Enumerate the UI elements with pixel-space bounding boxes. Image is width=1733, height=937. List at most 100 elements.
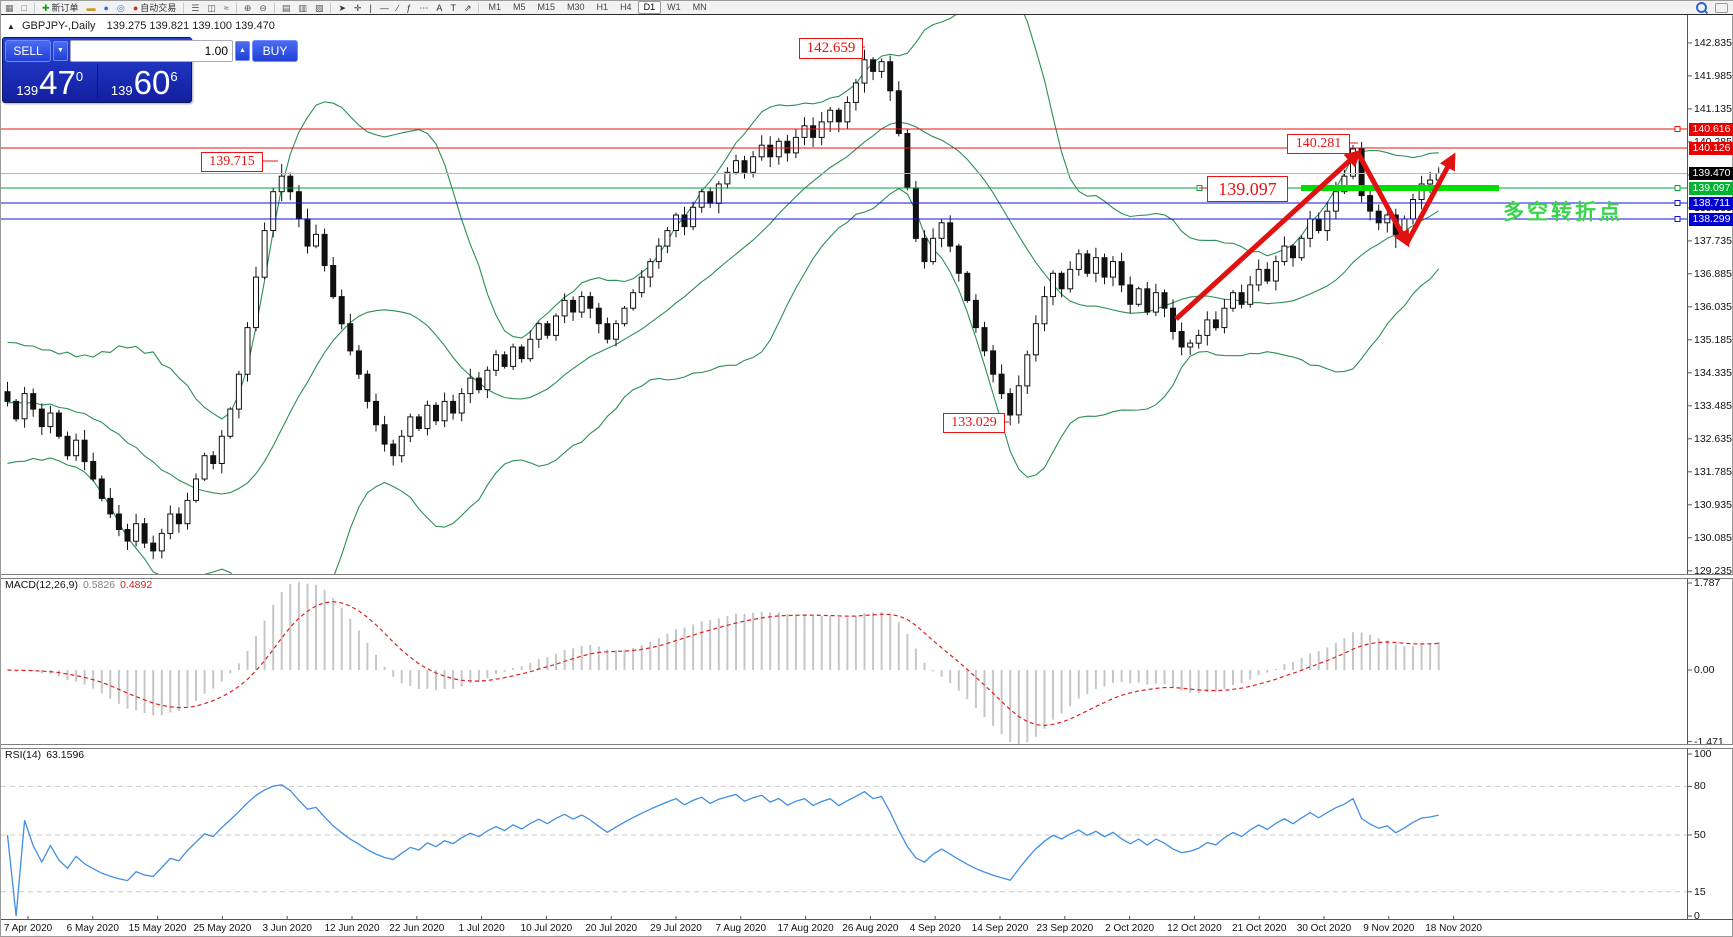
fibonacci-icon[interactable]: ƒ xyxy=(406,2,412,13)
autotrade-button[interactable]: ● 自动交易 xyxy=(132,2,177,13)
bid-point: 0 xyxy=(75,69,84,84)
price-badge-139.097: 139.097 xyxy=(1689,181,1733,195)
time-axis-line xyxy=(1,919,1733,920)
bid-big-figure: 139 xyxy=(16,83,39,98)
date-axis-label: 12 Oct 2020 xyxy=(1167,923,1222,934)
macd-name: MACD(12,26,9) xyxy=(5,579,78,591)
timeframe-MN-button[interactable]: MN xyxy=(692,2,707,12)
macd-main-value: 0.5826 xyxy=(82,579,116,591)
timeframe-M15-button[interactable]: M15 xyxy=(537,2,556,12)
rsi-value: 63.1596 xyxy=(46,749,85,761)
price-axis-label: 130.935 xyxy=(1694,498,1732,511)
fibo-channel-icon[interactable]: ⋯ xyxy=(419,2,429,13)
crosshair-icon[interactable]: ✛ xyxy=(354,2,362,13)
vline-icon[interactable]: | xyxy=(369,2,372,13)
candle-chart-icon[interactable]: ◫ xyxy=(207,2,216,13)
timeframe-M5-button[interactable]: M5 xyxy=(513,2,526,12)
line-handle-marker[interactable] xyxy=(1674,216,1681,222)
line-chart-icon[interactable]: ≈ xyxy=(223,2,229,13)
cursor-icon[interactable]: ➤ xyxy=(338,2,346,13)
price-annotation-139.715[interactable]: 139.715 xyxy=(201,152,263,172)
timeframe-D1-button[interactable]: D1 xyxy=(637,1,662,14)
line-handle-marker[interactable] xyxy=(1674,126,1681,132)
date-axis-label: 12 Jun 2020 xyxy=(324,923,380,934)
trendline-icon[interactable]: ∕ xyxy=(396,2,399,13)
volume-decrease-button[interactable]: ▼ xyxy=(53,41,68,61)
account-icon[interactable]: ● xyxy=(103,2,109,13)
tile-windows-icon[interactable]: ▥ xyxy=(298,2,307,13)
line-handle-marker[interactable] xyxy=(1674,200,1681,206)
top-toolbar: ▦ □ ✚ 新订单 ▬ ● ◎ ● 自动交易 ☰ ◫ ≈ ⊕ ⊖ ▤ ▥ ▧ ➤ ✛ | — ∕ ƒ ⋯ A T ⇗ M1 M5 M15 M… xyxy=(1,1,1733,15)
date-axis-label: 25 May 2020 xyxy=(193,923,252,934)
trend-arrow-segment[interactable] xyxy=(1404,152,1456,245)
macd-pane[interactable] xyxy=(7,581,1440,745)
bar-chart-icon[interactable]: ☰ xyxy=(191,2,200,13)
text-label-icon[interactable]: T xyxy=(450,2,456,13)
timeframe-W1-button[interactable]: W1 xyxy=(667,2,681,12)
zoom-in-icon[interactable]: ⊕ xyxy=(243,2,252,13)
support-highlight-bar[interactable] xyxy=(1301,185,1499,191)
hline-icon[interactable]: — xyxy=(379,2,389,13)
date-axis-label: 14 Sep 2020 xyxy=(971,923,1029,934)
bid-pips: 47 xyxy=(39,64,76,101)
price-axis-label: 132.635 xyxy=(1694,432,1732,445)
trend-arrow-segment[interactable] xyxy=(1355,151,1410,248)
main-macd-divider[interactable] xyxy=(1,574,1733,579)
date-axis-label: 7 Apr 2020 xyxy=(3,923,53,934)
search-icon[interactable] xyxy=(1696,2,1707,13)
text-icon[interactable]: A xyxy=(436,2,443,13)
zoom-out-icon[interactable]: ⊖ xyxy=(259,2,267,13)
collapse-triangle-icon[interactable]: ▲ xyxy=(7,22,15,31)
rsi-axis-label: 80 xyxy=(1694,780,1706,793)
price-annotation-142.659[interactable]: 142.659 xyxy=(799,38,863,59)
buy-button[interactable]: BUY xyxy=(252,40,298,62)
ask-pips: 60 xyxy=(133,64,171,101)
price-axis-label: 136.885 xyxy=(1694,267,1732,280)
price-annotation-140.281[interactable]: 140.281 xyxy=(1287,134,1350,154)
bollinger-lower-band xyxy=(7,187,1440,574)
price-axis-label: 131.785 xyxy=(1694,465,1732,478)
cn-turning-point-annotation[interactable]: 多空转折点 xyxy=(1503,201,1623,224)
chart-canvas[interactable] xyxy=(1,14,1733,919)
main-price-pane[interactable] xyxy=(1,14,1687,671)
line-handle-marker[interactable] xyxy=(1674,185,1681,191)
timeframe-M30-button[interactable]: M30 xyxy=(567,2,585,12)
macd-rsi-divider[interactable] xyxy=(1,744,1733,749)
macd-axis-label: 1.787 xyxy=(1694,577,1721,589)
volume-input[interactable] xyxy=(70,40,233,62)
rsi-pane[interactable] xyxy=(1,784,1687,917)
date-axis-label: 18 Nov 2020 xyxy=(1425,923,1482,934)
templates-icon[interactable]: ▧ xyxy=(314,2,324,13)
rsi-axis-label: 0 xyxy=(1694,910,1700,922)
arrows-icon[interactable]: ⇗ xyxy=(463,2,472,13)
timeframe-M1-button[interactable]: M1 xyxy=(488,2,501,12)
price-badge-140.616: 140.616 xyxy=(1689,122,1733,136)
price-annotation-133.029[interactable]: 133.029 xyxy=(943,413,1005,433)
signals-icon[interactable]: ◎ xyxy=(116,2,125,13)
zoom-window-icon[interactable]: □ xyxy=(21,2,27,13)
price-axis-label: 136.035 xyxy=(1694,300,1732,313)
price-axis-label: 134.335 xyxy=(1694,366,1732,379)
sell-button[interactable]: SELL xyxy=(5,40,51,62)
chat-icon[interactable] xyxy=(1715,2,1728,13)
chart-title: ▲ GBPJPY-,Daily 139.275 139.821 139.100 … xyxy=(7,20,275,32)
bid-price-display[interactable]: 139 47 0 xyxy=(3,64,98,100)
rsi-line xyxy=(6,784,1439,917)
indicators-icon[interactable]: ▤ xyxy=(281,2,291,13)
toolbar-separator xyxy=(235,2,237,13)
date-axis-label: 22 Jun 2020 xyxy=(389,923,445,934)
chart-window-icon[interactable]: ▦ xyxy=(5,2,14,13)
timeframe-H4-button[interactable]: H4 xyxy=(620,2,632,12)
volume-increase-button[interactable]: ▲ xyxy=(235,41,250,61)
timeframe-H1-button[interactable]: H1 xyxy=(596,2,609,12)
new-order-button[interactable]: ✚ 新订单 xyxy=(41,2,79,13)
date-axis-label: 6 May 2020 xyxy=(66,923,119,934)
date-axis-label: 3 Jun 2020 xyxy=(262,923,312,934)
toolbar-separator xyxy=(183,2,185,13)
trend-arrow-segment[interactable] xyxy=(1174,149,1362,321)
deposit-icon[interactable]: ▬ xyxy=(86,2,96,13)
date-axis-label: 2 Oct 2020 xyxy=(1105,923,1155,934)
price-annotation-139.097[interactable]: 139.097 xyxy=(1207,176,1288,202)
ask-price-display[interactable]: 139 60 6 xyxy=(98,64,192,100)
